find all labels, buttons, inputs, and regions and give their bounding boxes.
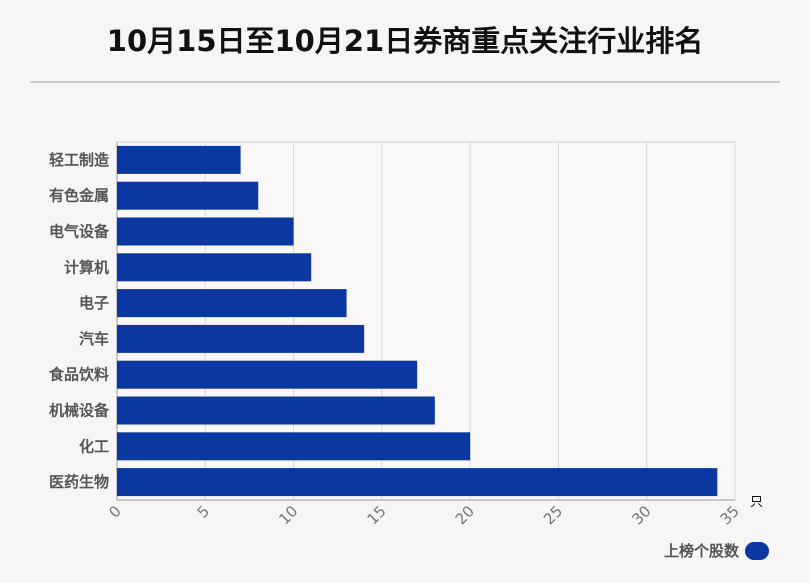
- bar: [117, 289, 347, 318]
- x-tick-label: 20: [452, 502, 478, 528]
- category-label: 轻工制造: [49, 151, 109, 169]
- bar: [117, 145, 241, 174]
- category-label: 电子: [79, 294, 109, 312]
- bar: [117, 253, 312, 282]
- bar: [117, 468, 718, 497]
- bar: [117, 396, 435, 425]
- category-label: 机械设备: [49, 402, 110, 420]
- legend: 上榜个股数: [664, 540, 769, 561]
- category-label: 电气设备: [49, 223, 110, 241]
- x-tick-label: 35: [717, 502, 743, 528]
- legend-swatch: [745, 541, 769, 560]
- x-tick-label: 10: [275, 502, 301, 528]
- bar: [117, 324, 365, 353]
- x-tick-labels: 0 5 10 15 20 25 30 35: [105, 502, 742, 528]
- category-label: 化工: [79, 437, 109, 455]
- bar: [117, 360, 418, 389]
- chart-title: 10月15日至10月21日券商重点关注行业排名: [106, 24, 704, 58]
- category-label: 食品饮料: [49, 366, 109, 384]
- x-tick-label: 0: [105, 502, 124, 521]
- bars: [117, 145, 718, 497]
- x-unit-label: 只: [750, 495, 763, 510]
- x-tick-label: 15: [363, 502, 389, 528]
- x-tick-label: 25: [540, 502, 566, 528]
- x-tick-label: 30: [628, 502, 654, 528]
- category-label: 汽车: [79, 330, 109, 348]
- category-label: 有色金属: [49, 187, 109, 205]
- category-label: 计算机: [64, 258, 109, 276]
- title-divider: [30, 81, 780, 83]
- legend-label: 上榜个股数: [663, 542, 739, 560]
- bar: [117, 181, 259, 210]
- category-label: 医药生物: [49, 473, 109, 491]
- bar: [117, 217, 294, 246]
- x-tick-label: 5: [194, 502, 213, 521]
- bar: [117, 432, 471, 461]
